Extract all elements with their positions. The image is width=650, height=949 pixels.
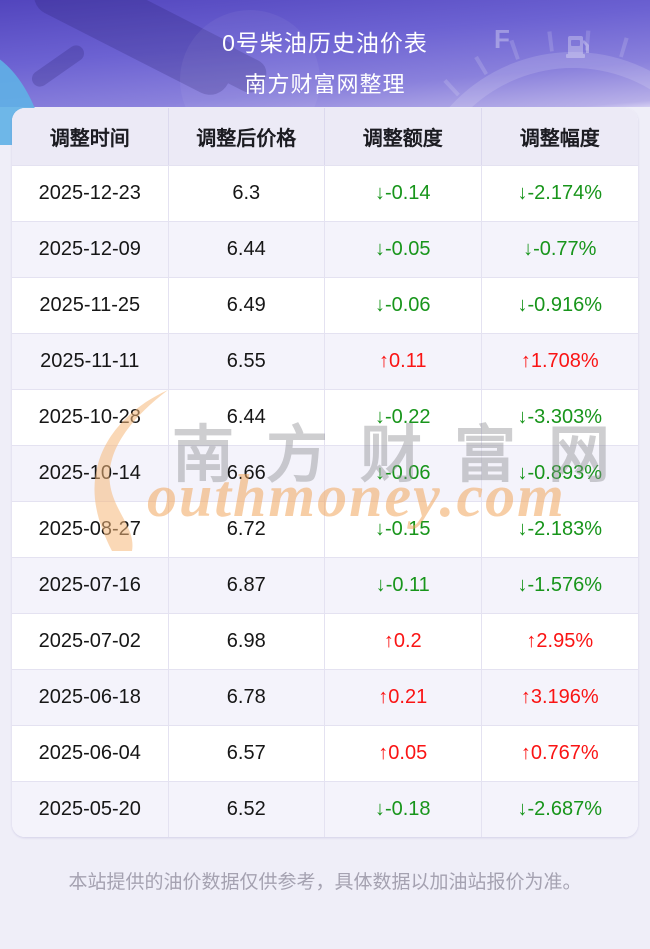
date-cell: 2025-08-27 [12, 502, 169, 557]
price-cell: 6.52 [169, 782, 325, 837]
date-cell: 2025-11-11 [12, 334, 169, 389]
price-cell: 6.55 [169, 334, 325, 389]
table-row: 2025-11-11 6.55 ↑0.11 ↑1.708% [12, 333, 638, 389]
percent-cell: ↑1.708% [520, 350, 599, 372]
change-cell: ↑0.21 [325, 670, 482, 725]
page-subtitle: 南方财富网整理 [244, 72, 406, 97]
header-titles: 0号柴油历史油价表 南方财富网整理 [0, 0, 650, 99]
date-cell: 2025-10-14 [12, 446, 169, 501]
header-banner: F 0号柴油历史油价表 南方财富网整理 [0, 0, 650, 145]
change-cell: ↓-0.18 [325, 782, 482, 837]
date-cell: 2025-06-18 [12, 670, 169, 725]
price-table: 调整时间 调整后价格 调整额度 调整幅度 2025-12-23 6.3 ↓-0.14… [12, 108, 638, 837]
date-cell: 2025-06-04 [12, 726, 169, 781]
date-cell: 2025-05-20 [12, 782, 169, 837]
date-cell: 2025-12-23 [12, 166, 169, 221]
column-header-adjust-percent: 调整幅度 [519, 128, 600, 150]
column-header-adjusted-price: 调整后价格 [169, 108, 325, 165]
change-cell: ↓-0.11 [325, 558, 482, 613]
percent-cell: ↓-0.916% [517, 294, 603, 316]
price-cell: 6.98 [169, 614, 325, 669]
change-cell: ↑0.2 [325, 614, 482, 669]
table-row: 2025-08-27 6.72 ↓-0.15 ↓-2.183% [12, 501, 638, 557]
table-row: 2025-10-14 6.66 ↓-0.06 ↓-0.893% [12, 445, 638, 501]
change-cell: ↓-0.06 [325, 278, 482, 333]
change-cell: ↓-0.06 [325, 446, 482, 501]
change-cell: ↓-0.14 [325, 166, 482, 221]
table-row: 2025-10-28 6.44 ↓-0.22 ↓-3.303% [12, 389, 638, 445]
percent-cell: ↓-2.183% [517, 518, 603, 540]
table-header-row: 调整时间 调整后价格 调整额度 调整幅度 [12, 108, 638, 165]
table-body: 2025-12-23 6.3 ↓-0.14 ↓-2.174% 2025-12-09 6.4… [12, 165, 638, 837]
table-row: 2025-05-20 6.52 ↓-0.18 ↓-2.687% [12, 781, 638, 837]
date-cell: 2025-07-02 [12, 614, 169, 669]
date-cell: 2025-07-16 [12, 558, 169, 613]
price-cell: 6.57 [169, 726, 325, 781]
table-row: 2025-12-23 6.3 ↓-0.14 ↓-2.174% [12, 165, 638, 221]
table-row: 2025-11-25 6.49 ↓-0.06 ↓-0.916% [12, 277, 638, 333]
percent-cell: ↑0.767% [520, 742, 599, 764]
table-row: 2025-06-18 6.78 ↑0.21 ↑3.196% [12, 669, 638, 725]
table-row: 2025-07-02 6.98 ↑0.2 ↑2.95% [12, 613, 638, 669]
change-cell: ↓-0.05 [325, 222, 482, 277]
change-cell: ↓-0.22 [325, 390, 482, 445]
price-cell: 6.87 [169, 558, 325, 613]
price-cell: 6.72 [169, 502, 325, 557]
price-cell: 6.44 [169, 222, 325, 277]
column-header-adjust-amount: 调整额度 [325, 108, 482, 165]
footer-disclaimer: 本站提供的油价数据仅供参考，具体数据以加油站报价为准。 [68, 872, 582, 893]
change-cell: ↑0.11 [325, 334, 482, 389]
percent-cell: ↓-0.893% [517, 462, 603, 484]
percent-cell: ↓-2.687% [517, 798, 603, 820]
percent-cell: ↑2.95% [526, 630, 594, 652]
price-cell: 6.3 [169, 166, 325, 221]
percent-cell: ↓-1.576% [517, 574, 603, 596]
percent-cell: ↓-3.303% [517, 406, 603, 428]
change-cell: ↑0.05 [325, 726, 482, 781]
change-cell: ↓-0.15 [325, 502, 482, 557]
date-cell: 2025-10-28 [12, 390, 169, 445]
price-cell: 6.78 [169, 670, 325, 725]
price-cell: 6.66 [169, 446, 325, 501]
page-title: 0号柴油历史油价表 [222, 30, 428, 56]
table-row: 2025-07-16 6.87 ↓-0.11 ↓-1.576% [12, 557, 638, 613]
table-row: 2025-06-04 6.57 ↑0.05 ↑0.767% [12, 725, 638, 781]
date-cell: 2025-11-25 [12, 278, 169, 333]
percent-cell: ↑3.196% [520, 686, 599, 708]
price-cell: 6.49 [169, 278, 325, 333]
table-row: 2025-12-09 6.44 ↓-0.05 ↓-0.77% [12, 221, 638, 277]
percent-cell: ↓-2.174% [517, 182, 603, 204]
percent-cell: ↓-0.77% [523, 238, 597, 260]
price-cell: 6.44 [169, 390, 325, 445]
column-header-adjust-time: 调整时间 [12, 108, 169, 165]
date-cell: 2025-12-09 [12, 222, 169, 277]
